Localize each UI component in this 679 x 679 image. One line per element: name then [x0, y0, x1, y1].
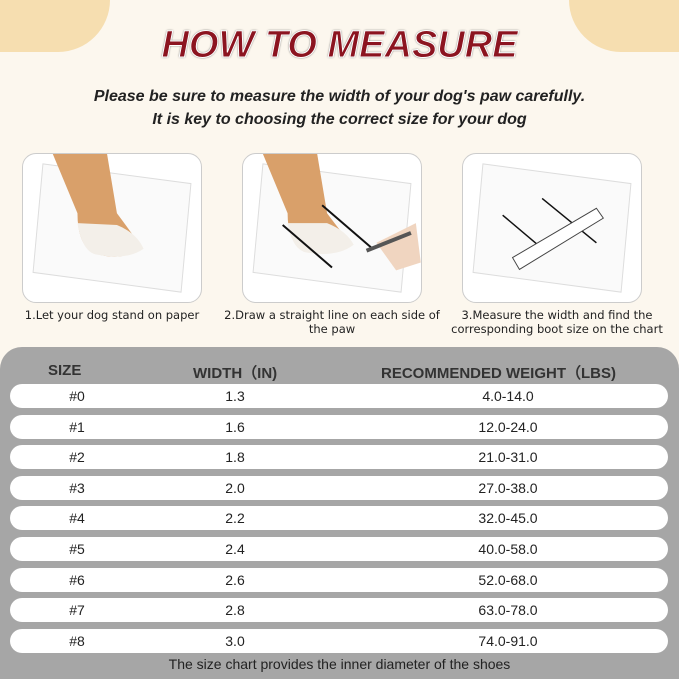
cell-weight: 12.0-24.0 — [478, 418, 538, 435]
cell-weight: 21.0-31.0 — [478, 449, 538, 466]
cell-weight: 40.0-58.0 — [478, 541, 538, 557]
footnote: The size chart provides the inner diamet… — [168, 656, 511, 672]
cell-width: 2.8 — [225, 602, 245, 619]
cell-size: #7 — [69, 602, 85, 619]
step-1-image — [22, 153, 202, 303]
cell-weight: 32.0-45.0 — [478, 510, 538, 527]
cell-size: #0 — [69, 388, 85, 404]
cell-size: #3 — [69, 479, 85, 496]
cell-size: #1 — [69, 418, 85, 435]
cell-width: 1.6 — [225, 418, 245, 435]
subtitle-line-1: Please be sure to measure the width of y… — [93, 88, 586, 105]
step-2-image — [242, 153, 422, 303]
cell-size: #4 — [69, 510, 85, 527]
page-title: HOW TO MEASURE — [161, 24, 518, 67]
step-3-image — [462, 153, 642, 303]
table-row: #1 1.6 12.0-24.0 — [10, 414, 668, 439]
header-size: SIZE — [48, 362, 82, 379]
cell-size: #8 — [69, 632, 85, 649]
cell-weight: 4.0-14.0 — [482, 388, 534, 404]
header-weight: RECOMMENDED WEIGHT（LBS) — [381, 365, 616, 382]
table-row: #6 2.6 52.0-68.0 — [10, 567, 668, 592]
cell-width: 1.8 — [225, 449, 245, 466]
table-row: #5 2.4 40.0-58.0 — [10, 537, 668, 561]
cell-weight: 63.0-78.0 — [478, 602, 538, 619]
step-2-caption: 2.Draw a straight line on each side of t… — [224, 308, 440, 336]
cell-width: 1.3 — [225, 388, 245, 404]
table-row: #2 1.8 21.0-31.0 — [10, 445, 668, 470]
table-row: #4 2.2 32.0-45.0 — [10, 506, 668, 531]
cell-width: 2.2 — [225, 510, 245, 527]
cell-size: #5 — [69, 541, 85, 557]
table-row: #7 2.8 63.0-78.0 — [10, 598, 668, 623]
step-3-caption: 3.Measure the width and find the corresp… — [451, 308, 663, 336]
step-1-caption: 1.Let your dog stand on paper — [24, 308, 200, 322]
cell-width: 2.6 — [225, 571, 245, 588]
cell-weight: 27.0-38.0 — [478, 479, 538, 496]
cell-size: #2 — [69, 449, 85, 466]
cell-weight: 52.0-68.0 — [478, 571, 538, 588]
cell-weight: 74.0-91.0 — [478, 632, 538, 649]
table-row: #3 2.0 27.0-38.0 — [10, 475, 668, 500]
cell-width: 3.0 — [225, 632, 245, 649]
header-width: WIDTH（IN) — [193, 365, 278, 382]
cell-width: 2.4 — [225, 541, 245, 557]
table-row: #0 1.3 4.0-14.0 — [10, 384, 668, 408]
subtitle-line-2: It is key to choosing the correct size f… — [152, 111, 527, 128]
table-row: #8 3.0 74.0-91.0 — [10, 628, 668, 653]
cell-width: 2.0 — [225, 479, 245, 496]
cell-size: #6 — [69, 571, 85, 588]
